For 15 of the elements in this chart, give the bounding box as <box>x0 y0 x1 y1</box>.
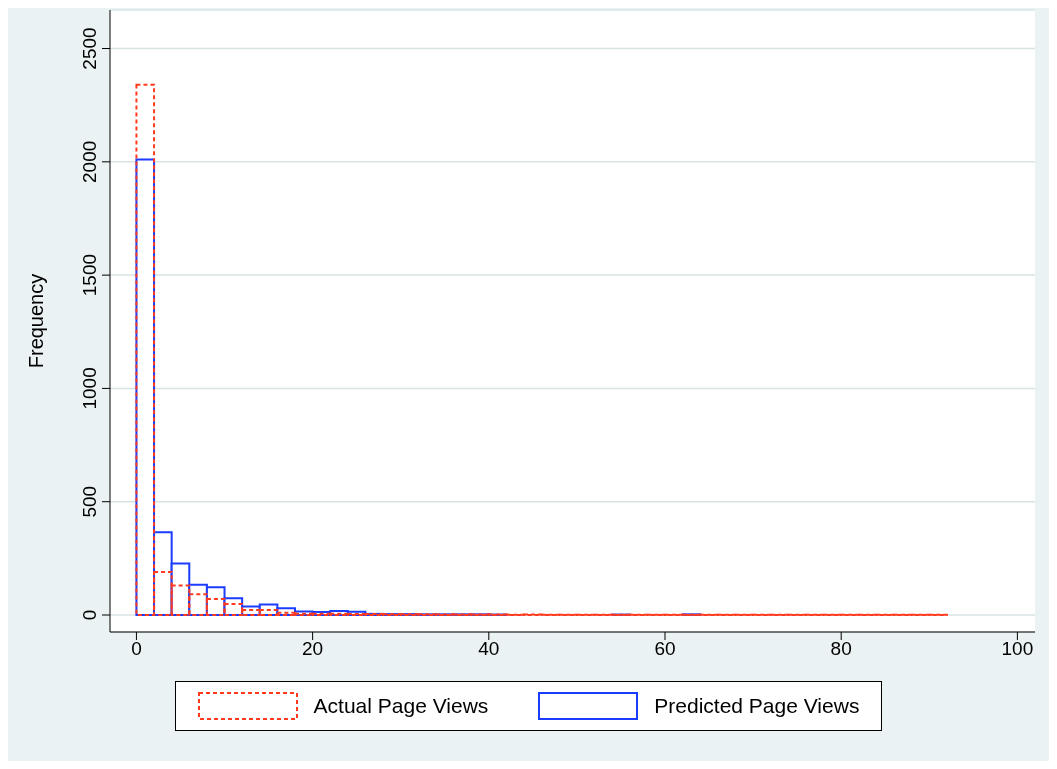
x-tick-label: 0 <box>131 638 142 660</box>
y-tick-label: 2500 <box>79 27 100 70</box>
y-tick-label: 1500 <box>79 253 100 297</box>
y-tick-label: 0 <box>79 609 100 621</box>
legend-label: Actual Page Views <box>313 694 489 718</box>
x-tick-label: 60 <box>654 638 676 660</box>
x-tick-label: 20 <box>302 638 324 660</box>
x-tick-label: 100 <box>1001 638 1034 660</box>
y-tick-label: 1000 <box>79 367 100 410</box>
x-tick-label: 80 <box>830 638 852 660</box>
y-axis-title: Frequency <box>25 273 48 369</box>
y-tick-label: 2000 <box>79 140 100 183</box>
x-tick-label: 40 <box>478 638 500 660</box>
y-tick-label: 500 <box>79 485 100 518</box>
legend-label: Predicted Page Views <box>654 694 860 718</box>
